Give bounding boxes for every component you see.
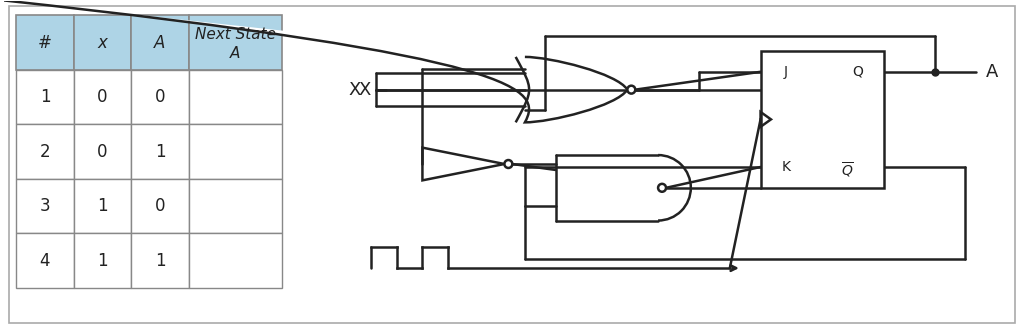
Bar <box>16 15 74 70</box>
Bar <box>74 15 131 70</box>
Bar <box>188 179 282 233</box>
Text: 0: 0 <box>97 88 108 106</box>
Bar <box>16 124 74 179</box>
Text: 1: 1 <box>155 252 165 270</box>
Text: 0: 0 <box>155 88 165 106</box>
Bar <box>188 233 282 288</box>
Text: 0: 0 <box>97 142 108 161</box>
Text: 1: 1 <box>155 142 165 161</box>
Circle shape <box>628 86 635 94</box>
Bar <box>16 233 74 288</box>
Text: K: K <box>781 160 791 174</box>
Text: A: A <box>230 46 241 61</box>
Circle shape <box>658 184 666 192</box>
Text: 2: 2 <box>40 142 50 161</box>
Text: 3: 3 <box>40 197 50 215</box>
Text: X: X <box>358 81 371 99</box>
Text: #: # <box>38 34 52 52</box>
Text: Next State: Next State <box>195 27 275 42</box>
Bar <box>131 70 188 124</box>
Bar <box>131 179 188 233</box>
FancyBboxPatch shape <box>9 6 1015 323</box>
Bar <box>188 124 282 179</box>
Text: A: A <box>986 63 998 81</box>
Text: 4: 4 <box>40 252 50 270</box>
PathPatch shape <box>0 57 628 329</box>
Text: J: J <box>784 65 788 79</box>
Text: x: x <box>97 34 108 52</box>
Bar <box>188 15 282 70</box>
Bar <box>131 15 188 70</box>
Text: 1: 1 <box>40 88 50 106</box>
Bar <box>74 124 131 179</box>
Text: 1: 1 <box>97 197 108 215</box>
Bar <box>131 233 188 288</box>
Bar <box>131 124 188 179</box>
Text: 0: 0 <box>155 197 165 215</box>
Text: 1: 1 <box>97 252 108 270</box>
Text: Q: Q <box>852 65 863 79</box>
Text: X: X <box>348 81 360 99</box>
Circle shape <box>505 160 512 168</box>
Bar <box>761 51 884 188</box>
Bar <box>74 70 131 124</box>
Text: A: A <box>155 34 166 52</box>
Bar <box>74 179 131 233</box>
Text: $\overline{Q}$: $\overline{Q}$ <box>841 160 854 180</box>
Bar <box>74 233 131 288</box>
Bar <box>16 179 74 233</box>
Bar <box>16 70 74 124</box>
Bar <box>188 70 282 124</box>
